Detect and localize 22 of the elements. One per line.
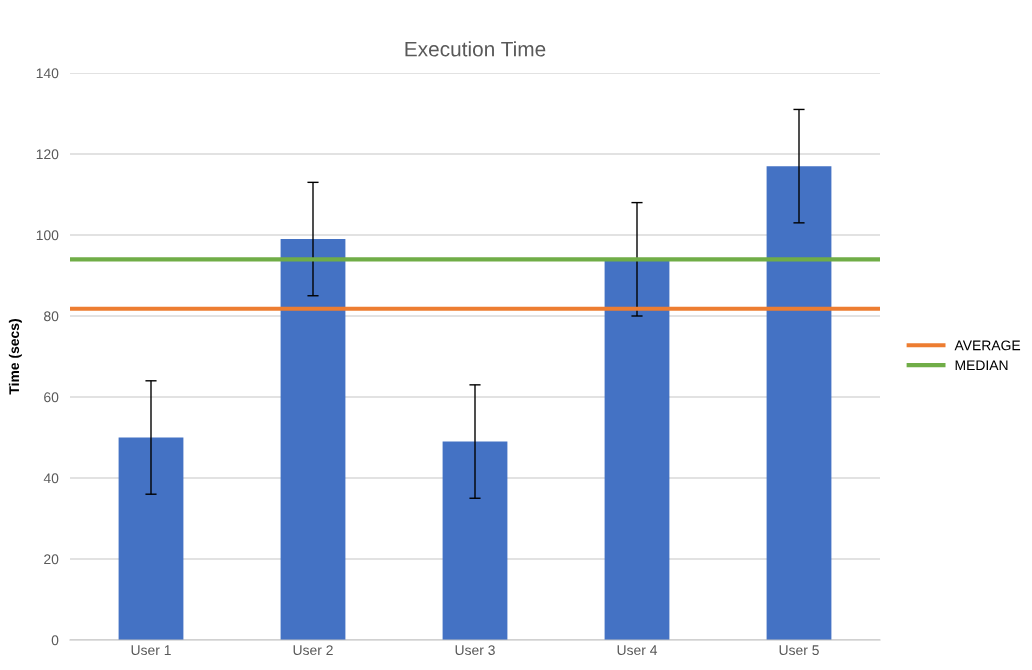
x-tick-label: User 1: [131, 645, 171, 656]
y-tick-label: 100: [36, 230, 59, 241]
bar: [766, 166, 832, 640]
y-tick-label: 20: [44, 554, 59, 565]
legend-label: MEDIAN: [955, 360, 1008, 371]
y-tick-label: 0: [51, 635, 59, 646]
chart-title: Execution Time: [405, 41, 546, 57]
x-tick-label: User 2: [293, 645, 333, 656]
x-tick-label: User 3: [455, 645, 495, 656]
y-axis-title: Time (secs): [8, 319, 22, 395]
x-tick-label: User 4: [617, 645, 658, 656]
x-tick-label: User 5: [779, 645, 819, 656]
bar: [442, 441, 508, 640]
y-tick-label: 140: [36, 68, 59, 79]
legend-label: AVERAGE: [954, 340, 1021, 351]
y-tick-label: 40: [43, 473, 59, 484]
bar: [280, 239, 346, 640]
bar: [118, 437, 184, 640]
y-tick-label: 60: [44, 392, 59, 403]
y-tick-label: 120: [36, 149, 59, 160]
y-tick-label: 80: [44, 311, 59, 322]
bar: [604, 259, 670, 640]
